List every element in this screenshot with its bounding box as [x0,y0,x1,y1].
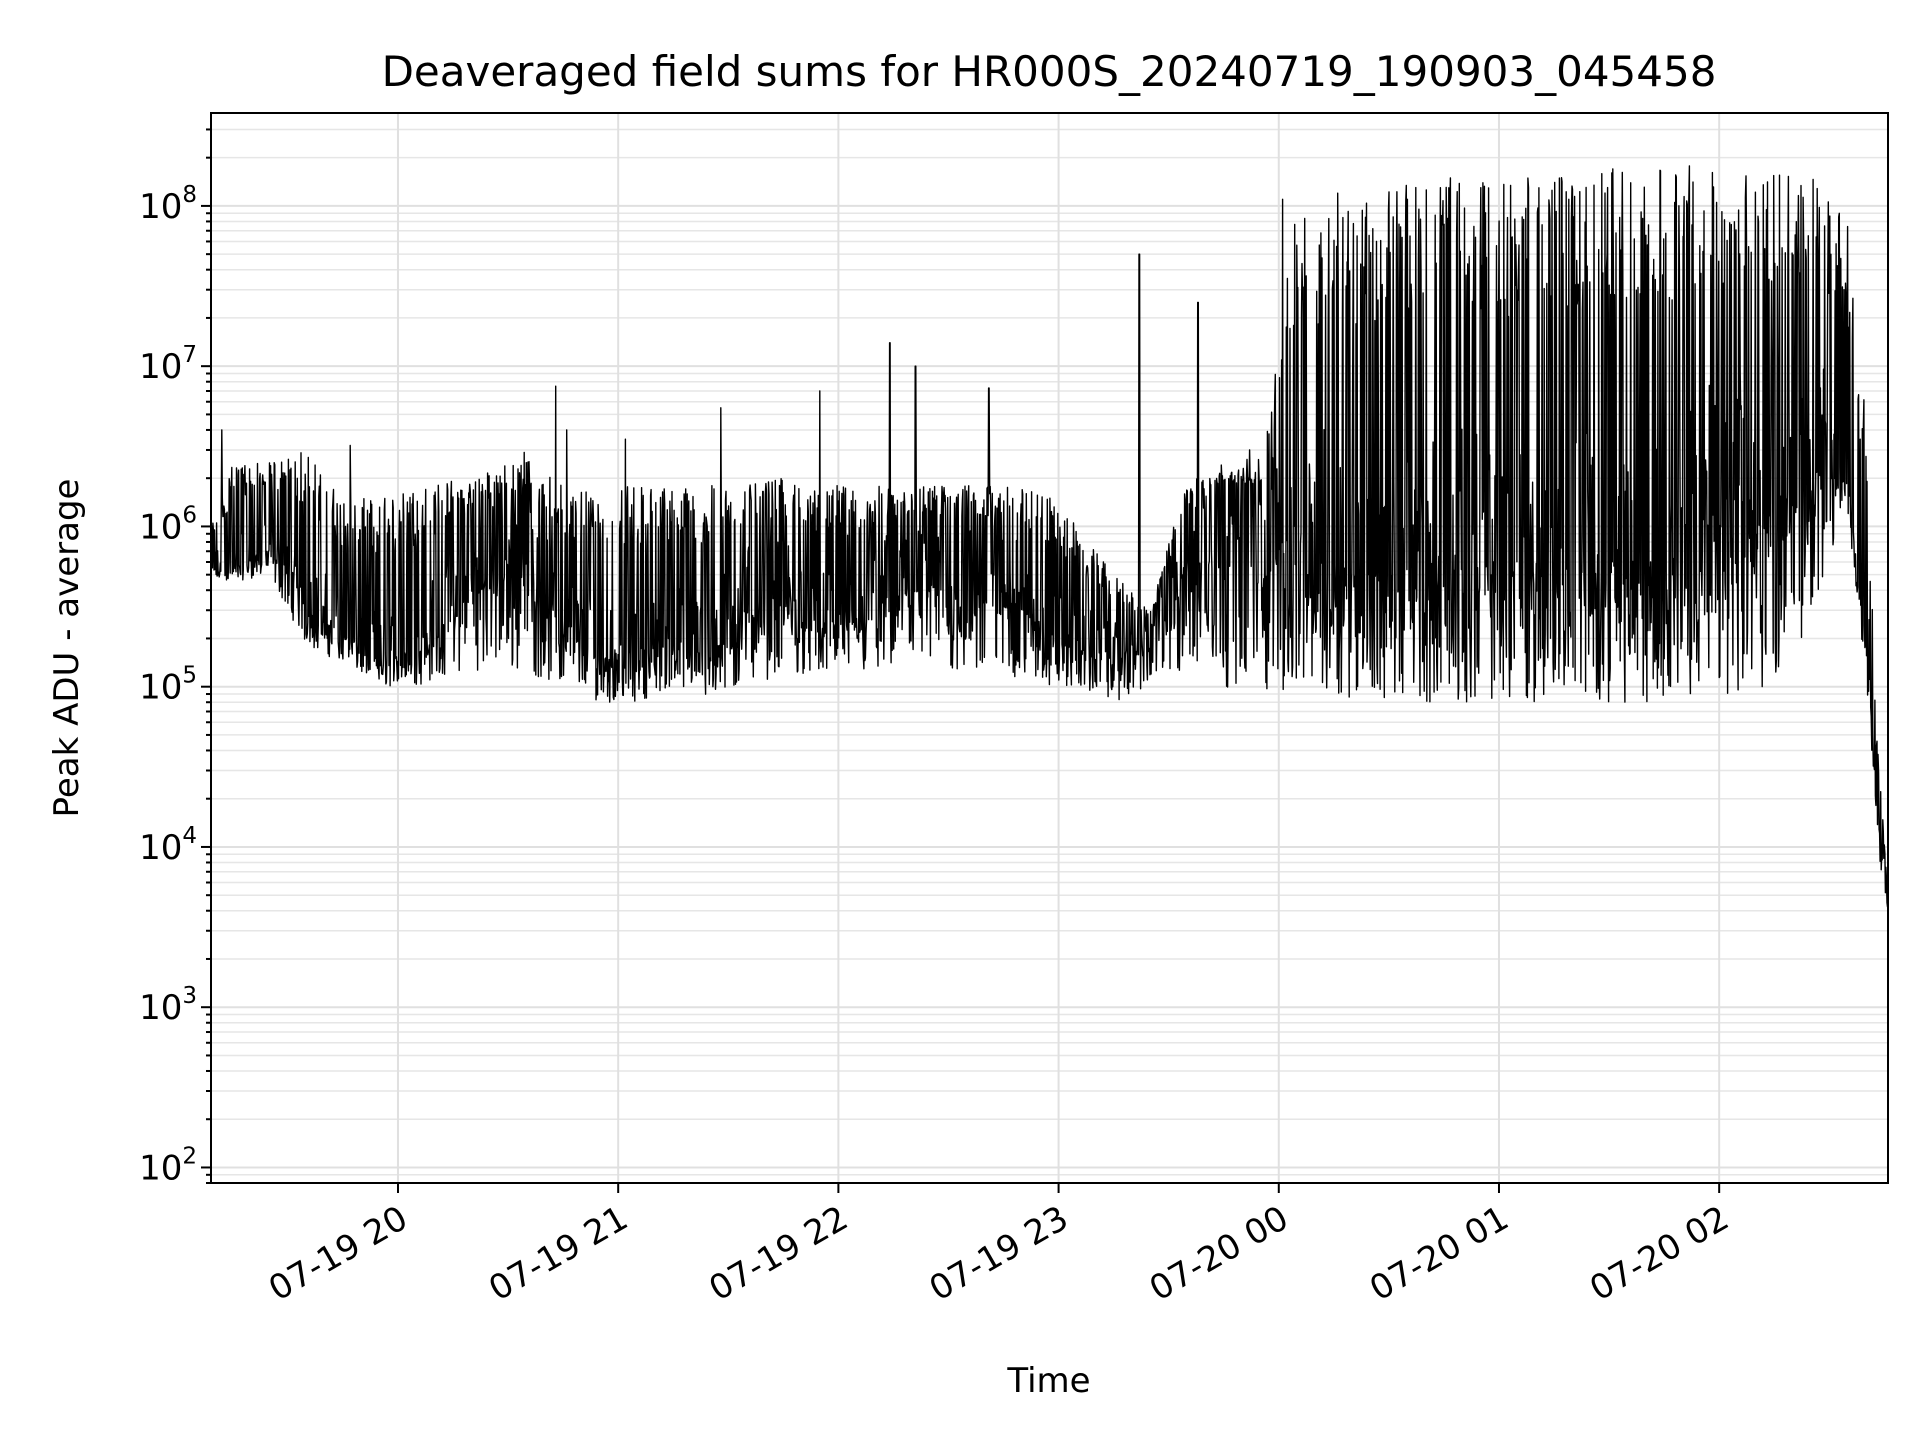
x-axis: 07-19 20 07-19 21 07-19 22 07-19 23 07-20 00… [262,1183,1736,1309]
x-tick-label: 07-19 23 [923,1198,1075,1309]
y-tick-label: 102 [139,1143,197,1188]
series-line [210,165,1889,908]
x-tick-label: 07-19 22 [702,1198,854,1309]
y-axis-label: Peak ADU - average [47,479,87,818]
x-tick-label: 07-20 01 [1363,1198,1515,1309]
y-tick-label: 106 [139,502,197,547]
y-tick-label: 103 [139,983,197,1028]
y-tick-label: 105 [139,663,197,708]
chart-title: Deaveraged field sums for HR000S_2024071… [382,47,1717,96]
x-axis-label: Time [1006,1361,1090,1401]
y-tick-label: 104 [139,823,197,868]
y-tick-label: 107 [139,342,197,387]
x-tick-label: 07-20 02 [1583,1198,1735,1309]
y-axis: 102 103 104 105 106 107 108 [139,128,211,1188]
y-tick-label: 108 [139,182,197,227]
x-tick-label: 07-19 21 [482,1198,634,1309]
x-tick-label: 07-20 00 [1143,1198,1295,1309]
x-tick-label: 07-19 20 [262,1198,414,1309]
plot-frame [210,112,1889,1184]
